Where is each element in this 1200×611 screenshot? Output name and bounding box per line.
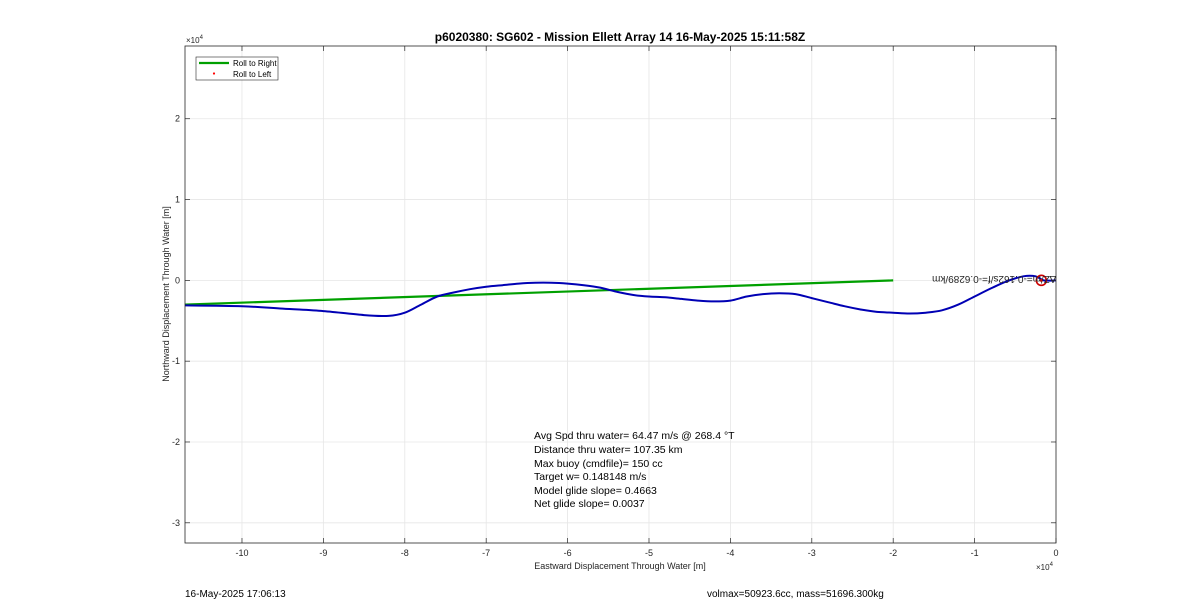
x-tick-label: 0 bbox=[1053, 548, 1058, 558]
series-roll-to-right bbox=[184, 279, 894, 306]
roll-to-left-marker bbox=[1035, 274, 1048, 287]
x-tick-label: -5 bbox=[645, 548, 653, 558]
x-tick-label: -8 bbox=[401, 548, 409, 558]
x-tick-label: -1 bbox=[971, 548, 979, 558]
y-axis-exponent: ×104 bbox=[186, 35, 204, 45]
x-tick-label: -6 bbox=[564, 548, 572, 558]
x-tick-label: -7 bbox=[482, 548, 490, 558]
plot-frame bbox=[184, 45, 1057, 544]
legend: Roll to Right Roll to Left bbox=[195, 56, 279, 81]
mirrored-depth-label: ∆Z/m=-0.162s/f=-0.6289/km bbox=[932, 273, 1056, 284]
annotation-distance: Distance thru water= 107.35 km bbox=[534, 444, 683, 456]
legend-marker-roll-left bbox=[212, 72, 216, 75]
annotation-model-glide: Model glide slope= 0.4663 bbox=[534, 485, 657, 497]
annotation-net-glide: Net glide slope= 0.0037 bbox=[534, 498, 645, 510]
annotation-target-w: Target w= 0.148148 m/s bbox=[534, 471, 646, 483]
footer-timestamp: 16-May-2025 17:06:13 bbox=[185, 589, 286, 600]
stats-annotation: Avg Spd thru water= 64.47 m/s @ 268.4 °T… bbox=[534, 430, 735, 510]
legend-label-roll-left: Roll to Left bbox=[233, 70, 272, 79]
y-tick-label: 1 bbox=[175, 195, 180, 205]
annotation-max-buoy: Max buoy (cmdfile)= 150 cc bbox=[534, 458, 663, 470]
y-tick-label: -3 bbox=[172, 518, 180, 528]
series-layer bbox=[184, 274, 1057, 318]
x-tick-label: -2 bbox=[889, 548, 897, 558]
y-tick-label: -2 bbox=[172, 437, 180, 447]
legend-label-roll-right: Roll to Right bbox=[233, 59, 277, 68]
roll-to-left-point bbox=[1039, 278, 1043, 282]
y-tick-label: 0 bbox=[175, 275, 180, 285]
y-tick-label: 2 bbox=[175, 114, 180, 124]
series-track bbox=[184, 274, 1057, 318]
chart-title: p6020380: SG602 - Mission Ellett Array 1… bbox=[435, 30, 805, 44]
plot-area bbox=[185, 46, 1056, 543]
x-tick-label: -9 bbox=[319, 548, 327, 558]
footer-stats: volmax=50923.6cc, mass=51696.300kg bbox=[707, 589, 884, 600]
y-tick-label: -1 bbox=[172, 356, 180, 366]
grid bbox=[185, 46, 1056, 543]
x-axis-exponent: ×104 bbox=[1036, 562, 1054, 572]
x-tick-label: -10 bbox=[235, 548, 248, 558]
x-tick-label: -3 bbox=[808, 548, 816, 558]
x-axis-label: Eastward Displacement Through Water [m] bbox=[534, 561, 706, 571]
x-tick-label: -4 bbox=[726, 548, 734, 558]
y-axis-label: Northward Displacement Through Water [m] bbox=[161, 206, 171, 382]
annotation-avg-speed: Avg Spd thru water= 64.47 m/s @ 268.4 °T bbox=[534, 430, 735, 442]
